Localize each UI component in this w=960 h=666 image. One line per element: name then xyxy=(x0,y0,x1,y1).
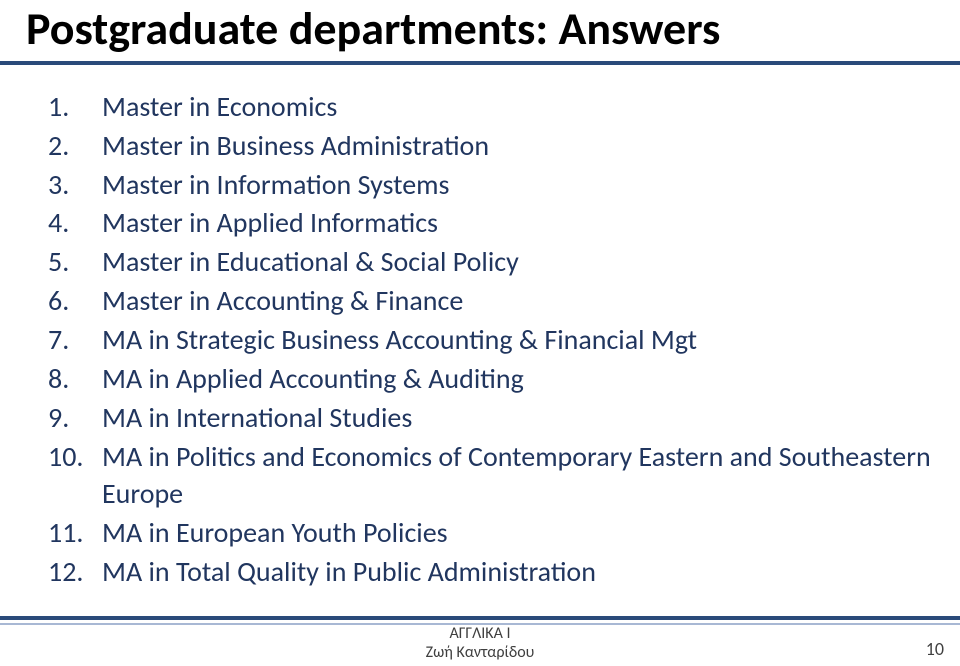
footer-line2: Ζωή Κανταρίδου xyxy=(0,644,960,662)
item-text: MA in International Studies xyxy=(102,400,932,437)
item-number: 11. xyxy=(48,515,102,552)
page-number: 10 xyxy=(926,638,944,660)
item-text: Master in Applied Informatics xyxy=(102,205,932,242)
list-item: 8. MA in Applied Accounting & Auditing xyxy=(48,361,932,398)
slide: Postgraduate departments: Answers 1. Mas… xyxy=(0,0,960,666)
item-text: MA in Applied Accounting & Auditing xyxy=(102,361,932,398)
item-text: MA in Total Quality in Public Administra… xyxy=(102,554,932,591)
list-content: 1. Master in Economics 2. Master in Busi… xyxy=(0,65,960,591)
item-text: MA in Politics and Economics of Contempo… xyxy=(102,439,932,513)
item-text: Master in Educational & Social Policy xyxy=(102,244,932,281)
item-number: 1. xyxy=(48,89,102,126)
list-item: 6. Master in Accounting & Finance xyxy=(48,283,932,320)
list-item: 11. MA in European Youth Policies xyxy=(48,515,932,552)
item-number: 5. xyxy=(48,244,102,281)
footer-center: ΑΓΓΛΙΚΑ Ι Ζωή Κανταρίδου xyxy=(0,625,960,662)
item-text: Master in Economics xyxy=(102,89,932,126)
item-text: Master in Accounting & Finance xyxy=(102,283,932,320)
list-item: 5. Master in Educational & Social Policy xyxy=(48,244,932,281)
item-number: 6. xyxy=(48,283,102,320)
item-number: 3. xyxy=(48,167,102,204)
item-text: MA in European Youth Policies xyxy=(102,515,932,552)
list-item: 7. MA in Strategic Business Accounting &… xyxy=(48,322,932,359)
list-item: 10. MA in Politics and Economics of Cont… xyxy=(48,439,932,513)
item-number: 10. xyxy=(48,439,102,476)
list-item: 3. Master in Information Systems xyxy=(48,167,932,204)
item-text: Master in Business Administration xyxy=(102,128,932,165)
item-number: 7. xyxy=(48,322,102,359)
item-text: Master in Information Systems xyxy=(102,167,932,204)
item-number: 12. xyxy=(48,554,102,591)
footer-rule-dark xyxy=(0,616,960,620)
list-item: 9. MA in International Studies xyxy=(48,400,932,437)
list-item: 2. Master in Business Administration xyxy=(48,128,932,165)
item-number: 8. xyxy=(48,361,102,398)
item-number: 9. xyxy=(48,400,102,437)
item-number: 2. xyxy=(48,128,102,165)
slide-title: Postgraduate departments: Answers xyxy=(0,0,960,61)
list-item: 12. MA in Total Quality in Public Admini… xyxy=(48,554,932,591)
item-number: 4. xyxy=(48,205,102,242)
list-item: 4. Master in Applied Informatics xyxy=(48,205,932,242)
footer-line1: ΑΓΓΛΙΚΑ Ι xyxy=(0,625,960,643)
list-item: 1. Master in Economics xyxy=(48,89,932,126)
item-text: MA in Strategic Business Accounting & Fi… xyxy=(102,322,932,359)
